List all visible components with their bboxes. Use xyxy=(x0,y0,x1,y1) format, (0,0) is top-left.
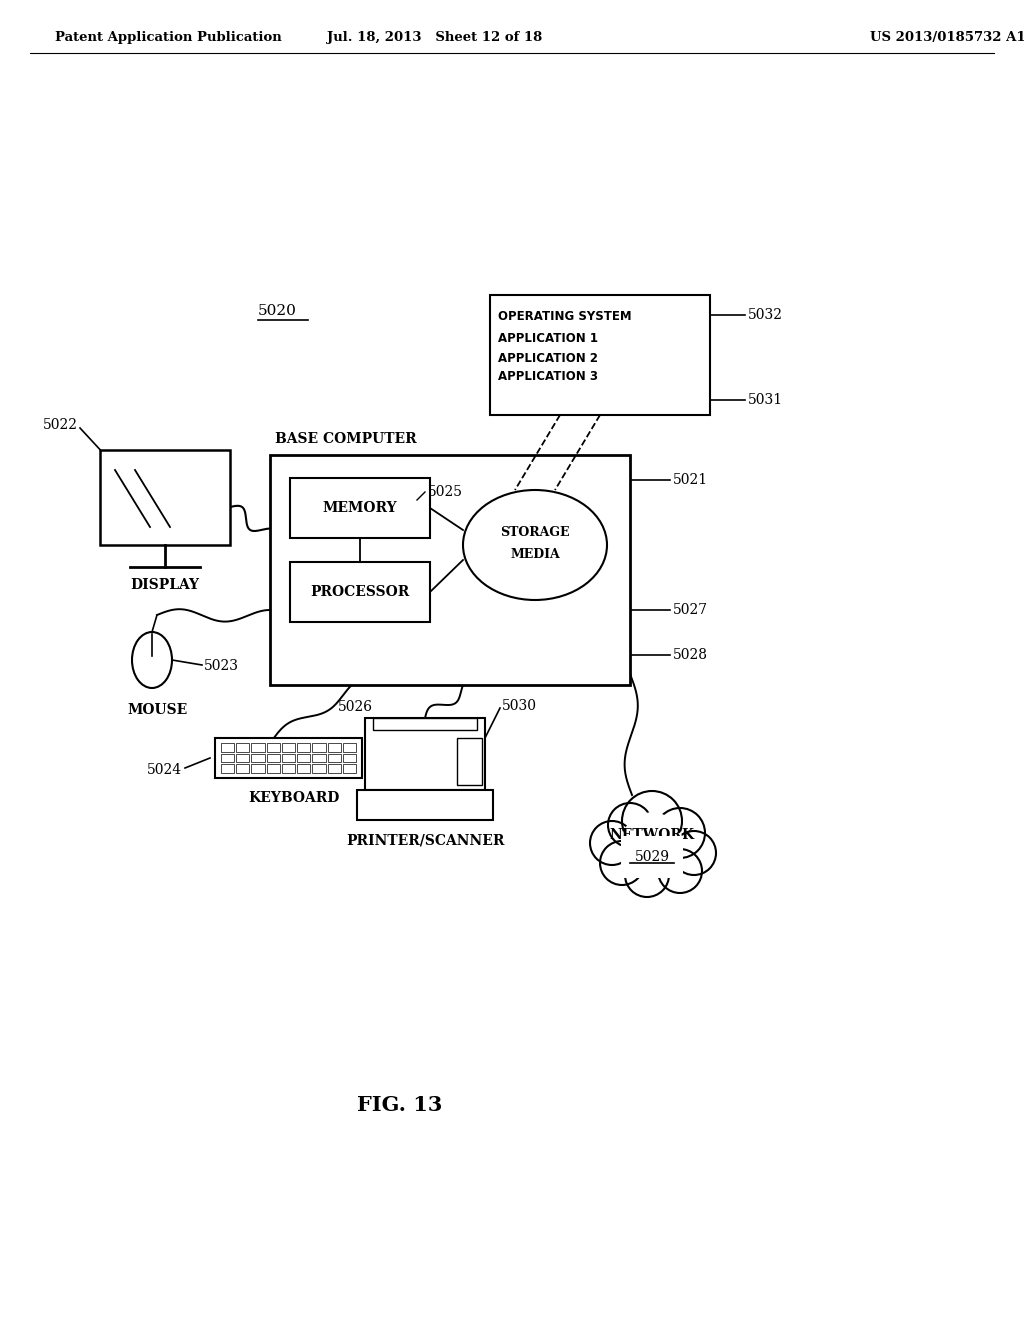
Text: 5026: 5026 xyxy=(338,700,373,714)
Bar xyxy=(221,754,234,763)
Bar xyxy=(252,754,264,763)
Bar xyxy=(490,294,710,414)
Text: 5029: 5029 xyxy=(635,850,670,865)
Bar xyxy=(270,455,630,685)
Text: DISPLAY: DISPLAY xyxy=(130,578,200,591)
Text: PRINTER/SCANNER: PRINTER/SCANNER xyxy=(346,833,504,847)
Bar xyxy=(328,743,341,751)
Text: Jul. 18, 2013   Sheet 12 of 18: Jul. 18, 2013 Sheet 12 of 18 xyxy=(328,30,543,44)
Bar xyxy=(252,743,264,751)
Text: 5028: 5028 xyxy=(673,648,708,663)
Text: OPERATING SYSTEM: OPERATING SYSTEM xyxy=(498,310,632,323)
Text: 5030: 5030 xyxy=(502,700,537,713)
Bar xyxy=(343,764,356,774)
Circle shape xyxy=(608,803,652,847)
Circle shape xyxy=(658,849,702,894)
Text: 5022: 5022 xyxy=(43,418,78,432)
Bar xyxy=(100,450,230,545)
Text: US 2013/0185732 A1: US 2013/0185732 A1 xyxy=(870,30,1024,44)
Bar xyxy=(252,764,264,774)
Circle shape xyxy=(655,808,705,858)
Text: 5023: 5023 xyxy=(204,659,239,673)
Text: 5031: 5031 xyxy=(748,393,783,407)
Text: 5027: 5027 xyxy=(673,603,709,616)
Bar xyxy=(282,764,295,774)
Text: KEYBOARD: KEYBOARD xyxy=(248,791,339,805)
Text: APPLICATION 3: APPLICATION 3 xyxy=(498,371,598,384)
Bar xyxy=(215,738,362,777)
Bar xyxy=(282,743,295,751)
Text: 5020: 5020 xyxy=(258,304,297,318)
Circle shape xyxy=(625,853,669,898)
Text: 5032: 5032 xyxy=(748,308,783,322)
Ellipse shape xyxy=(132,632,172,688)
Bar xyxy=(328,754,341,763)
Text: PROCESSOR: PROCESSOR xyxy=(310,585,410,599)
Circle shape xyxy=(622,791,682,851)
Circle shape xyxy=(622,813,682,873)
Bar xyxy=(237,743,250,751)
Bar xyxy=(312,764,326,774)
Bar xyxy=(343,754,356,763)
Bar xyxy=(373,718,477,730)
Ellipse shape xyxy=(463,490,607,601)
Text: 5024: 5024 xyxy=(146,763,182,777)
Bar xyxy=(266,764,280,774)
Bar xyxy=(237,754,250,763)
Bar xyxy=(290,562,430,622)
Bar xyxy=(290,478,430,539)
Bar xyxy=(221,743,234,751)
Bar xyxy=(365,718,485,789)
Text: BASE COMPUTER: BASE COMPUTER xyxy=(275,432,417,446)
Bar xyxy=(312,754,326,763)
Text: 5025: 5025 xyxy=(428,484,463,499)
Circle shape xyxy=(590,821,634,865)
Bar xyxy=(457,738,482,785)
Bar xyxy=(297,743,310,751)
Bar xyxy=(328,764,341,774)
Text: STORAGE: STORAGE xyxy=(501,527,569,540)
Text: APPLICATION 1: APPLICATION 1 xyxy=(498,333,598,346)
Bar xyxy=(297,764,310,774)
Bar xyxy=(282,754,295,763)
Text: MEDIA: MEDIA xyxy=(510,549,560,561)
Text: Patent Application Publication: Patent Application Publication xyxy=(55,30,282,44)
Text: 5021: 5021 xyxy=(673,473,709,487)
Text: FIG. 13: FIG. 13 xyxy=(357,1096,442,1115)
Bar xyxy=(297,754,310,763)
Bar xyxy=(312,743,326,751)
Text: NETWORK: NETWORK xyxy=(609,828,694,842)
Text: APPLICATION 2: APPLICATION 2 xyxy=(498,351,598,364)
Text: MEMORY: MEMORY xyxy=(323,502,397,515)
Circle shape xyxy=(672,832,716,875)
Bar xyxy=(357,789,493,820)
Bar xyxy=(237,764,250,774)
Text: MOUSE: MOUSE xyxy=(127,704,187,717)
Circle shape xyxy=(600,841,644,884)
Bar xyxy=(343,743,356,751)
Bar xyxy=(266,754,280,763)
Bar xyxy=(221,764,234,774)
Bar xyxy=(266,743,280,751)
